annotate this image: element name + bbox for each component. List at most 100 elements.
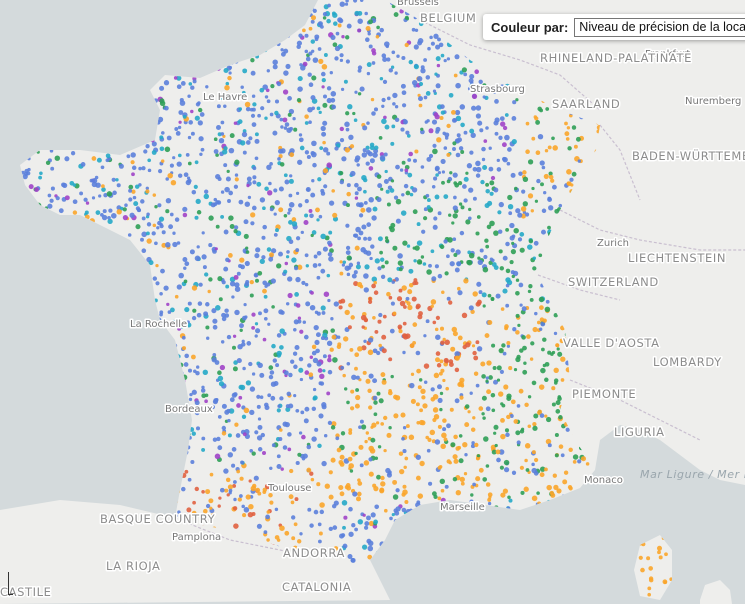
data-point: [236, 403, 241, 408]
data-point: [111, 213, 117, 219]
data-point: [183, 279, 188, 284]
data-point: [522, 201, 528, 207]
data-point: [195, 102, 201, 107]
data-point: [443, 437, 448, 442]
data-point: [270, 381, 277, 387]
data-point: [346, 400, 350, 405]
data-point: [146, 222, 152, 227]
data-point: [263, 530, 268, 534]
data-point: [474, 69, 480, 74]
data-point: [218, 297, 223, 302]
data-point: [337, 17, 343, 23]
data-point: [145, 189, 150, 194]
data-point: [256, 435, 263, 441]
svg-text:Bordeaux: Bordeaux: [165, 404, 213, 415]
data-point: [442, 427, 447, 432]
data-point: [525, 149, 530, 154]
data-point: [268, 256, 274, 262]
data-point: [251, 483, 257, 489]
data-point: [323, 184, 328, 189]
data-point: [448, 213, 452, 217]
data-point: [439, 326, 445, 331]
data-point: [496, 365, 502, 371]
data-point: [64, 156, 70, 162]
data-point: [165, 209, 170, 214]
data-point: [201, 393, 207, 399]
data-point: [547, 196, 552, 201]
data-point: [226, 408, 231, 414]
data-point: [330, 34, 336, 40]
data-point: [402, 240, 408, 246]
data-point: [176, 284, 182, 290]
data-point: [376, 25, 380, 30]
data-point: [326, 340, 333, 346]
data-point: [463, 72, 468, 77]
data-point: [502, 255, 508, 261]
data-point: [533, 457, 539, 463]
data-point: [398, 288, 403, 293]
data-point: [309, 355, 314, 360]
data-point: [221, 431, 227, 436]
data-point: [276, 81, 282, 87]
data-point: [245, 106, 251, 112]
data-point: [221, 316, 227, 322]
data-point: [382, 56, 388, 63]
data-point: [420, 68, 426, 74]
data-point: [327, 298, 331, 303]
data-point: [482, 266, 489, 273]
data-point: [378, 398, 384, 404]
data-point: [163, 80, 170, 86]
data-point: [221, 403, 227, 409]
data-point: [560, 356, 566, 362]
data-point: [504, 428, 510, 433]
data-point: [261, 255, 266, 260]
data-point: [442, 418, 447, 423]
data-point: [509, 414, 514, 418]
data-point: [338, 459, 344, 465]
data-point: [181, 346, 187, 351]
data-point: [235, 433, 241, 438]
data-point: [202, 508, 208, 514]
data-point: [397, 253, 403, 259]
data-point: [326, 273, 331, 278]
data-point: [317, 177, 322, 182]
data-point: [390, 374, 394, 379]
data-point: [201, 447, 206, 452]
data-point: [437, 424, 442, 429]
data-point: [366, 71, 371, 76]
data-point: [278, 437, 283, 441]
data-point: [544, 377, 549, 383]
data-point: [404, 171, 409, 175]
data-point: [638, 555, 643, 560]
data-point: [504, 134, 510, 141]
data-point: [488, 260, 493, 265]
data-point: [533, 115, 538, 119]
data-point: [354, 182, 359, 188]
data-point: [269, 207, 274, 212]
data-point: [518, 171, 523, 176]
data-point: [392, 245, 398, 251]
data-point: [380, 187, 384, 191]
data-point: [201, 254, 207, 260]
data-point: [278, 207, 284, 213]
data-point: [413, 64, 419, 70]
data-point: [201, 385, 205, 389]
data-point: [50, 186, 55, 191]
data-point: [346, 23, 352, 29]
data-point: [405, 190, 411, 196]
data-point: [183, 172, 189, 178]
data-point: [266, 99, 271, 104]
data-point: [400, 127, 405, 132]
data-point: [282, 117, 288, 123]
data-point: [425, 319, 430, 324]
data-point: [242, 513, 247, 518]
data-point: [239, 257, 245, 263]
color-by-select[interactable]: Niveau de précision de la localisation: [574, 17, 745, 37]
data-point: [514, 186, 518, 191]
data-point: [388, 388, 392, 393]
data-point: [189, 392, 193, 397]
data-point: [276, 333, 282, 338]
data-point: [437, 170, 442, 175]
